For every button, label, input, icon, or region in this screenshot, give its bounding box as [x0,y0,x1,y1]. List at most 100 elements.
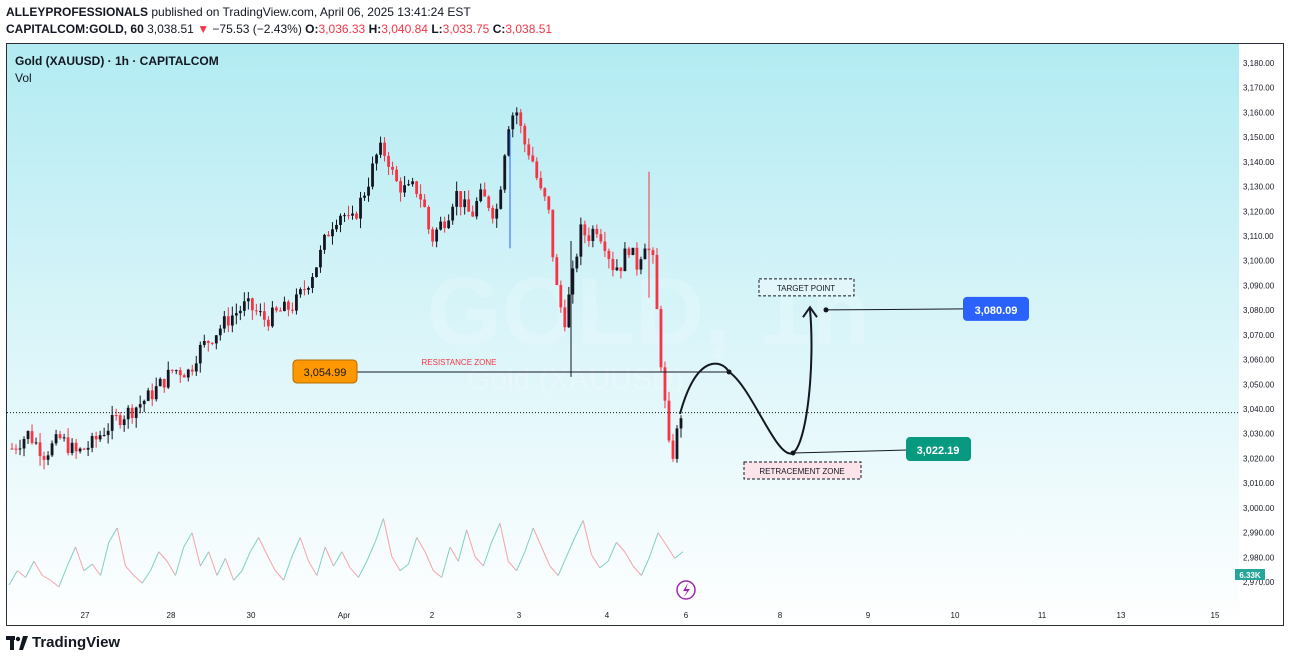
y-axis-tick-label: 3,050.00 [1243,380,1275,389]
symbol-title: Gold (XAUUSD) · 1h · CAPITALCOM [15,54,219,68]
volume-segment [341,551,351,569]
candle-body [198,344,202,364]
volume-segment [125,565,135,576]
projection-arrow-icon [802,305,818,318]
low-value: 3,033.75 [442,22,490,36]
candle-body [262,311,266,320]
candle-body [202,340,206,345]
candle-body [407,184,410,186]
candle-body [659,309,663,368]
volume-segment [58,565,68,588]
volume-segment [216,558,226,576]
volume-segment [391,556,401,572]
volume-segment [566,537,576,557]
candle-body [575,256,579,269]
x-axis-tick-label: 4 [605,611,610,620]
x-axis-tick-label: 3 [517,611,522,620]
candle-body [511,115,515,130]
volume-segment [516,551,526,571]
candle-body [411,181,415,185]
price-change: −75.53 (−2.43%) [212,22,302,36]
candle-body [403,185,406,193]
candle-body [303,289,306,291]
y-axis-tick-label: 3,130.00 [1243,183,1275,192]
y-axis-tick-label: 3,010.00 [1243,479,1275,488]
watermark-symbol: GOLD, 1h [427,258,870,365]
candle-body [419,193,423,200]
tradingview-logo[interactable]: TradingView [6,634,120,651]
resistance-price-text: 3,054.99 [304,367,347,379]
candle-body [242,301,246,311]
volume-segment [632,565,642,576]
y-axis-tick-label: 3,160.00 [1243,108,1275,117]
volume-segment [541,546,551,567]
volume-segment [366,542,376,562]
volume-segment [449,546,459,562]
candle-body [150,390,154,400]
volume-segment [324,546,334,567]
volume-segment [549,565,559,576]
candle-body [547,196,551,210]
volume-segment [133,575,143,584]
volume-segment [91,563,101,576]
candle-body [591,228,595,242]
x-axis-tick-label: 8 [778,611,783,620]
author-name[interactable]: ALLEYPROFESSIONALS [6,5,149,19]
candle-body [367,186,370,196]
candle-body [78,448,82,452]
volume-segment [50,579,60,588]
volume-segment [532,527,543,548]
candle-body [383,142,386,156]
candle-body [266,319,270,327]
volume-segment [482,542,493,567]
candle-body [218,328,222,336]
volume-segment [441,546,451,578]
volume-segment [208,551,218,576]
y-axis-tick-label: 3,110.00 [1243,232,1274,241]
retracement-line [792,449,908,454]
y-axis-tick-label: 3,030.00 [1243,430,1275,439]
resistance-price-label[interactable] [292,359,358,384]
x-axis-tick-label: 13 [1117,611,1126,620]
candle-body [679,418,683,429]
candle-body [343,215,346,217]
candle-body [106,430,110,436]
candle-body [30,431,34,444]
symbol-line: CAPITALCOM:GOLD, 60 [6,22,144,36]
candle-body [299,289,302,295]
candle-body [70,442,74,454]
volume-label: Vol [15,71,32,85]
tradingview-logo-icon [6,635,28,650]
volume-segment [524,527,534,552]
y-axis-tick-label: 3,060.00 [1243,356,1275,365]
y-axis-tick-label: 3,120.00 [1243,207,1275,216]
projection-point [726,369,732,375]
volume-segment [640,556,651,576]
candle-body [94,436,98,440]
candle-body [323,234,326,250]
candle-body [194,363,198,372]
candle-body [347,215,350,217]
candle-body [523,125,527,145]
retracement-zone-box [743,461,862,480]
volume-segment [174,546,185,576]
candle-body [531,155,535,162]
candle-body [495,208,499,219]
target-line [825,308,965,311]
candle-body [238,310,242,314]
candle-body [639,259,643,270]
chart-pane[interactable]: GOLD, 1h Gold (XAUUSD) 3,180.00 3,170.00 3,1… [6,43,1284,626]
candle-body [142,400,146,405]
candle-body [98,435,102,440]
candle-body [387,155,390,167]
volume-segment [374,518,384,543]
volume-segment [100,542,110,576]
retracement-price-label[interactable] [906,437,971,462]
published-text: published on TradingView.com, April 06, … [151,5,471,19]
target-price-label[interactable] [963,296,1029,321]
x-axis-tick-label: 10 [951,611,960,620]
x-axis-tick-label: 27 [81,611,90,620]
candle-body [615,267,619,271]
candle-body [359,197,362,219]
